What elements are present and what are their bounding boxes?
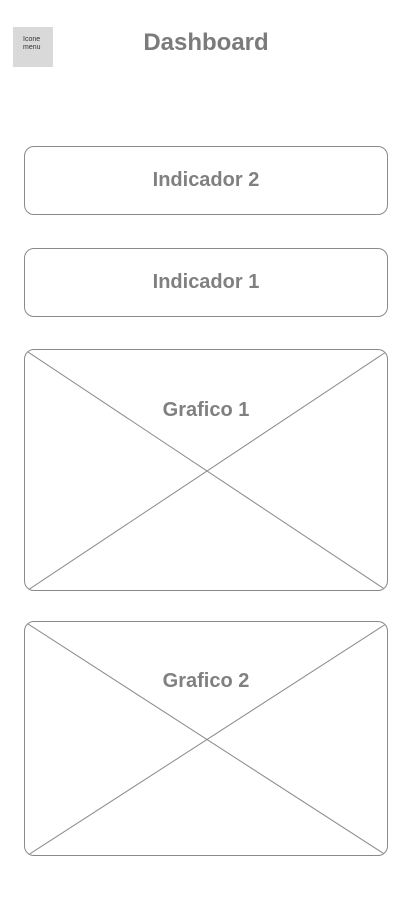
chart-1-label: Grafico 1 xyxy=(162,399,250,421)
indicator-2-card[interactable]: Indicador 2 xyxy=(24,146,388,215)
indicator-1-label: Indicador 1 xyxy=(152,271,260,293)
chart-1-placeholder[interactable]: Grafico 1 xyxy=(24,349,388,591)
chart-2-diagonal-line-a xyxy=(25,622,387,855)
menu-icon-label-line2: menu xyxy=(23,44,41,51)
chart-2-label: Grafico 2 xyxy=(162,670,250,692)
page-title: Dashboard xyxy=(143,29,269,56)
chart-2-cross-image-icon xyxy=(25,622,387,855)
menu-icon[interactable]: Icone menu xyxy=(13,27,53,67)
indicator-1-card[interactable]: Indicador 1 xyxy=(24,248,388,317)
chart-1-diagonal-line-b xyxy=(27,350,387,590)
chart-2-diagonal-line-b xyxy=(27,622,387,855)
chart-1-diagonal-line-a xyxy=(25,350,387,590)
menu-icon-label-line1: Icone xyxy=(23,36,41,43)
chart-2-placeholder[interactable]: Grafico 2 xyxy=(24,621,388,856)
chart-1-cross-image-icon xyxy=(25,350,387,590)
indicator-2-label: Indicador 2 xyxy=(152,169,260,191)
